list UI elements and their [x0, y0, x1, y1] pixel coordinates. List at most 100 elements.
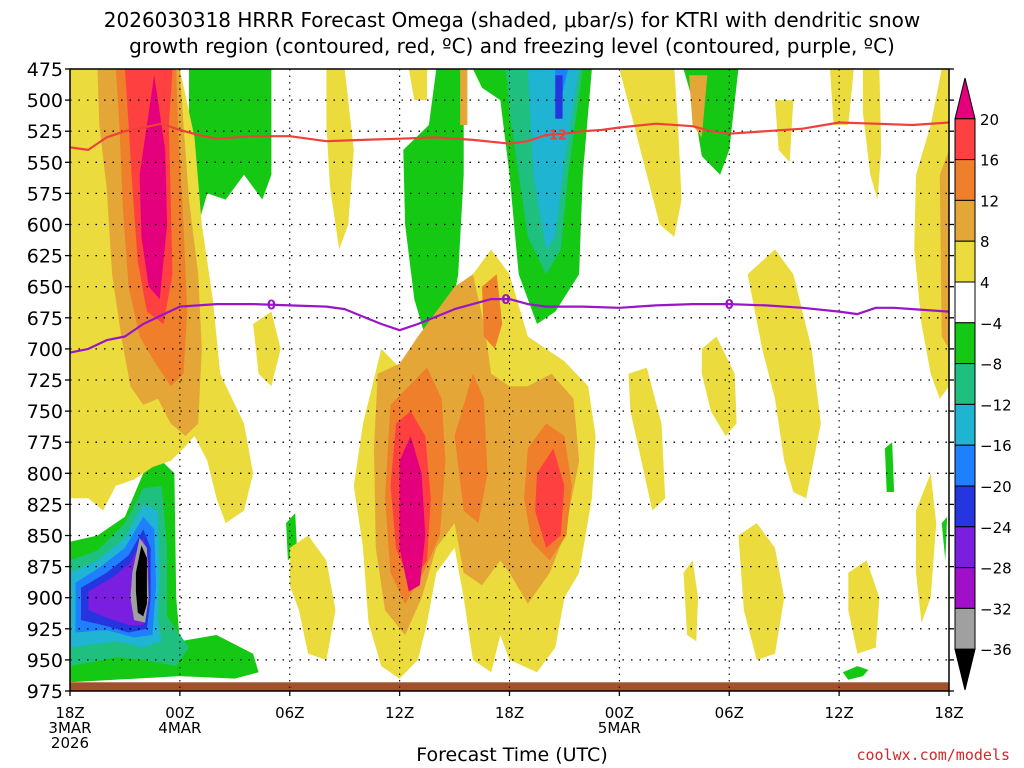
colorbar-label: −4: [980, 315, 1002, 333]
colorbar-label: −28: [980, 560, 1012, 578]
y-tick-label: 825: [27, 494, 63, 516]
colorbar-swatch: [954, 526, 976, 569]
colorbar-label: 12: [980, 192, 999, 210]
y-tick-label: 650: [27, 277, 63, 299]
colorbar-swatch: [954, 444, 976, 487]
colorbar-swatch: [954, 118, 976, 161]
dgz-contour-line: [70, 121, 949, 151]
x-tick-label: 00Z: [165, 704, 194, 722]
freezing-level-contour-label: 0: [267, 299, 276, 314]
colorbar-swatch: [954, 199, 976, 242]
colorbar-swatch: [954, 403, 976, 446]
colorbar-swatch: [954, 322, 976, 365]
colorbar-label: −32: [980, 600, 1012, 618]
y-tick-label: 475: [27, 59, 63, 81]
omega-region-47: [482, 274, 503, 349]
chart-title-line-1: 2026030318 HRRR Forecast Omega (shaded, …: [103, 8, 921, 32]
omega-region-25: [914, 69, 949, 399]
y-tick-label: 750: [27, 401, 63, 423]
x-tick-label: 18Z: [55, 704, 84, 722]
colorbar-swatch: [954, 281, 976, 324]
omega-region-28: [701, 336, 737, 436]
y-tick-label: 600: [27, 215, 63, 237]
y-tick-label: 525: [27, 121, 63, 143]
y-tick-label: 625: [27, 246, 63, 268]
omega-region-41: [689, 75, 708, 138]
x-tick-label: 18Z: [495, 704, 524, 722]
omega-region-7: [941, 516, 948, 561]
omega-region-42: [939, 149, 949, 349]
dgz-contour-label: -12: [544, 128, 568, 143]
watermark: coolwx.com/models: [856, 746, 1010, 764]
omega-region-50: [535, 448, 565, 548]
omega-region-35: [408, 69, 428, 101]
omega-region-0: [189, 69, 272, 225]
y-tick-label: 975: [27, 681, 63, 703]
omega-region-33: [683, 560, 699, 642]
x-tick-label: 2026: [51, 734, 89, 752]
omega-region-32: [916, 473, 937, 623]
y-tick-label: 725: [27, 370, 63, 392]
colorbar-label: −36: [980, 641, 1012, 659]
colorbar-label: 8: [980, 233, 990, 251]
x-tick-label: 3MAR: [48, 719, 91, 737]
omega-region-30: [738, 523, 785, 660]
omega-region-23: [619, 69, 682, 237]
colorbar-label: −12: [980, 396, 1012, 414]
x-tick-label: 4MAR: [158, 719, 201, 737]
omega-region-36: [830, 69, 854, 125]
omega-region-19: [135, 545, 147, 617]
omega-region-40: [460, 69, 468, 125]
y-tick-label: 850: [27, 526, 63, 548]
colorbar-swatch: [954, 159, 976, 201]
omega-region-29: [289, 535, 336, 660]
x-tick-label: 00Z: [605, 704, 634, 722]
colorbar-label: 16: [980, 152, 999, 170]
omega-region-6: [842, 666, 869, 680]
y-tick-label: 675: [27, 308, 63, 330]
colorbar-label: 4: [980, 274, 990, 292]
chart-title-line-2: growth region (contoured, red, ºC) and f…: [129, 34, 895, 58]
x-tick-label: 18Z: [934, 704, 963, 722]
omega-region-51: [139, 75, 168, 300]
x-tick-label: 06Z: [715, 704, 744, 722]
colorbar-swatch: [954, 607, 976, 650]
omega-region-16: [555, 75, 563, 119]
x-tick-label: 06Z: [275, 704, 304, 722]
omega-region-8: [884, 442, 895, 492]
colorbar-label: −8: [980, 356, 1002, 374]
y-tick-label: 500: [27, 90, 63, 112]
colorbar-swatch: [954, 485, 976, 528]
x-axis-title: Forecast Time (UTC): [416, 744, 608, 766]
y-tick-label: 900: [27, 588, 63, 610]
omega-region-11: [527, 69, 580, 250]
omega-region-52: [399, 436, 426, 592]
colorbar-label: −24: [980, 519, 1012, 537]
y-tick-label: 875: [27, 557, 63, 579]
colorbar-swatch: [954, 363, 976, 405]
y-tick-label: 800: [27, 463, 63, 485]
x-tick-label: 5MAR: [598, 719, 641, 737]
colorbar: 20 16 12 8 4 −4 −8 −12 −16 −20 −24 −28 −32 −36: [954, 77, 1012, 691]
omega-region-21: [326, 69, 354, 250]
colorbar-swatch: [954, 77, 976, 120]
colorbar-label: 20: [980, 111, 999, 129]
freezing-level-contour-label: 0: [501, 293, 510, 308]
x-tick-label: 12Z: [385, 704, 414, 722]
freezing-level-contour-label: 0: [725, 298, 734, 313]
omega-region-27: [628, 367, 666, 511]
y-tick-label: 575: [27, 183, 63, 205]
colorbar-label: −20: [980, 478, 1012, 496]
colorbar-label: −16: [980, 437, 1012, 455]
omega-region-31: [848, 560, 880, 654]
colorbar-swatch: [954, 567, 976, 609]
y-tick-label: 775: [27, 432, 63, 454]
y-tick-label: 700: [27, 339, 63, 361]
x-tick-label: 12Z: [824, 704, 853, 722]
y-tick-label: 925: [27, 619, 63, 641]
omega-region-26: [747, 249, 821, 499]
y-tick-label: 950: [27, 650, 63, 672]
freezing-level-contour-line: [70, 298, 949, 354]
